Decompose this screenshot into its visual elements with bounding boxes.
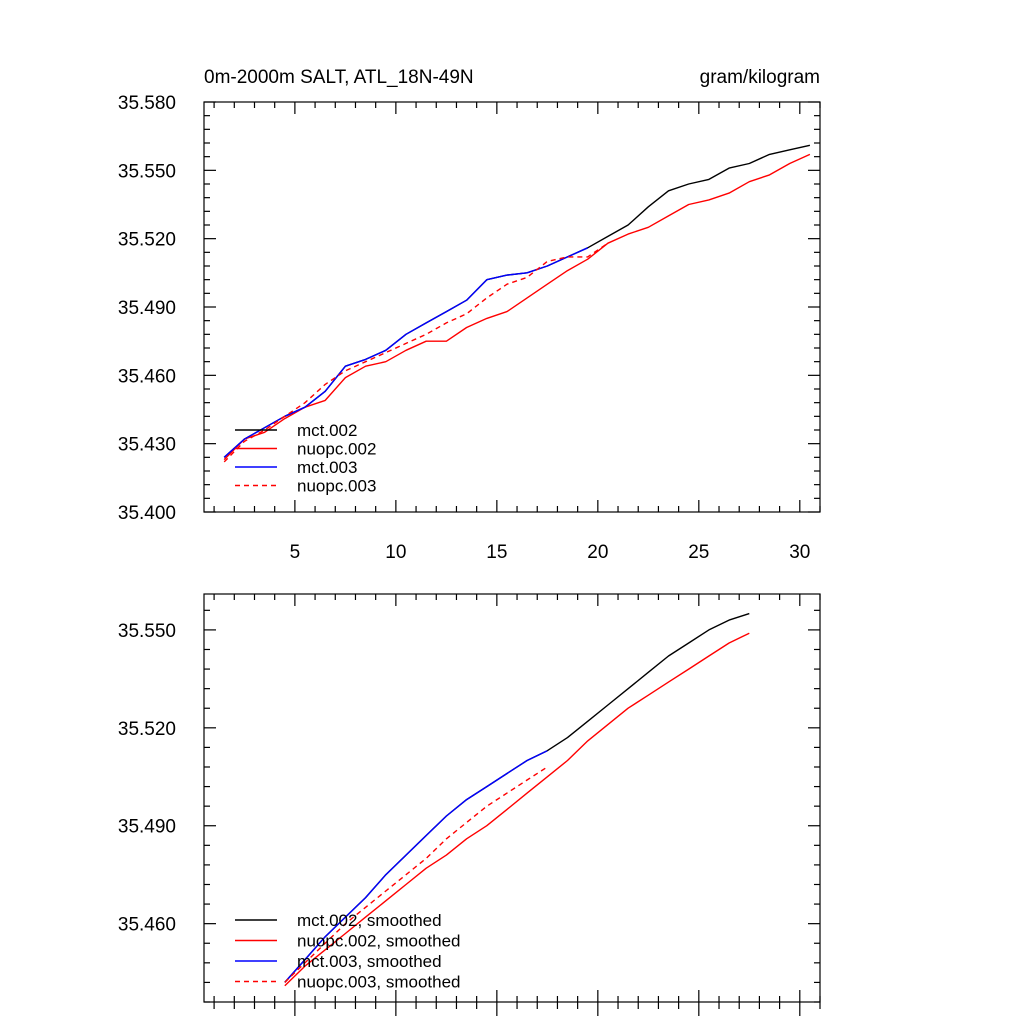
- bottom-panel-legend: mct.002, smoothed nuopc.002, smoothedmct.…: [235, 911, 461, 992]
- bottom-legend-label: mct.002, smoothed: [297, 911, 442, 930]
- top-legend-label: mct.003: [297, 458, 357, 477]
- top-panel-series: [223, 144, 811, 463]
- bottom-series-line-4: [284, 766, 548, 983]
- bottom-series-line-3: [284, 750, 548, 983]
- top-series-line-4: [223, 242, 609, 463]
- top-series-line-3: [223, 247, 588, 458]
- top-legend-label: nuopc.003: [297, 477, 376, 496]
- bottom-y-tick-label: 35.490: [118, 817, 176, 838]
- units-label: gram/kilogram: [700, 67, 820, 88]
- top-x-tick-label: 10: [385, 542, 406, 563]
- top-panel-axes: 5 10 15 20 25 30 35.400 35.430 35.460 35.490 35.52…: [118, 93, 821, 563]
- bottom-legend-label: nuopc.002, smoothed: [297, 932, 461, 951]
- top-series-line-2: [223, 153, 811, 461]
- bottom-y-tick-label: 35.550: [118, 621, 176, 642]
- top-legend-label: mct.002: [297, 421, 357, 440]
- top-x-tick-label: 5: [290, 542, 301, 563]
- top-x-tick-label: 20: [587, 542, 608, 563]
- top-legend-label: nuopc.002: [297, 440, 376, 459]
- bottom-legend-label: nuopc.003, smoothed: [297, 973, 461, 992]
- bottom-plot-frame: [203, 593, 821, 1003]
- top-y-tick-label: 35.430: [118, 435, 176, 456]
- top-panel: 0m-2000m SALT, ATL_18N-49N gram/kilogram…: [118, 67, 821, 563]
- bottom-legend-label: mct.003, smoothed: [297, 952, 442, 971]
- top-y-tick-label: 35.490: [118, 298, 176, 319]
- top-y-tick-label: 35.400: [118, 503, 176, 524]
- top-series-line-1: [223, 144, 811, 458]
- bottom-y-tick-label: 35.520: [118, 719, 176, 740]
- bottom-panel-series: [284, 612, 750, 987]
- top-x-tick-label: 25: [688, 542, 709, 563]
- bottom-series-line-2: [284, 632, 750, 987]
- bottom-y-tick-label: 35.460: [118, 915, 176, 936]
- top-x-tick-label: 30: [789, 542, 810, 563]
- bottom-panel-axes: 35.460 35.490 35.520 35.550: [118, 593, 821, 1016]
- top-y-tick-label: 35.550: [118, 161, 176, 182]
- chart-title: 0m-2000m SALT, ATL_18N-49N: [204, 67, 474, 88]
- top-x-tick-label: 15: [486, 542, 507, 563]
- bottom-panel: 35.460 35.490 35.520 35.550 mct.002, smooth…: [118, 593, 821, 1016]
- top-y-tick-label: 35.520: [118, 230, 176, 251]
- top-y-tick-label: 35.580: [118, 93, 176, 114]
- top-y-tick-label: 35.460: [118, 366, 176, 387]
